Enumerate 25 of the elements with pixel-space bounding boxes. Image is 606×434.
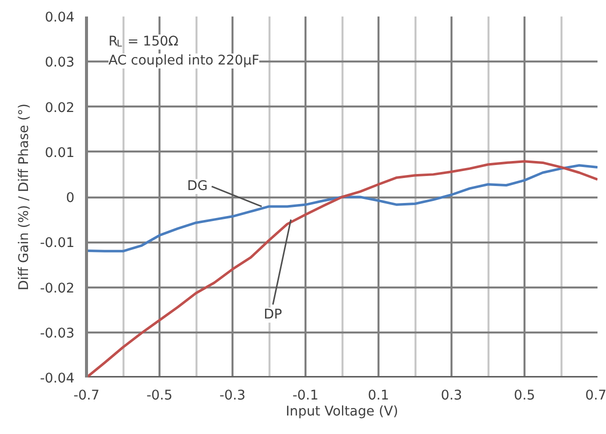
y-tick-label: 0.04 — [44, 10, 75, 26]
y-tick-label: -0.01 — [40, 236, 75, 252]
annotation: DG — [187, 178, 208, 194]
y-tick-label: 0 — [66, 191, 75, 206]
x-tick-label: 0.7 — [585, 388, 606, 404]
x-tick-label: -0.1 — [292, 388, 319, 404]
y-tick-label: 0.01 — [44, 146, 75, 161]
y-tick-label: -0.02 — [40, 281, 75, 296]
x-axis-title: Input Voltage (V) — [286, 404, 398, 420]
line-series — [86, 164, 598, 252]
y-tick-label: -0.04 — [40, 372, 75, 386]
annotation: RL = 150Ω — [108, 34, 178, 50]
x-tick-label: 0.1 — [368, 388, 390, 404]
x-tick-label: -0.7 — [73, 388, 100, 404]
x-tick-label: 0.3 — [440, 388, 462, 404]
y-tick-label: -0.03 — [40, 326, 75, 342]
annotation: DP — [264, 308, 282, 323]
y-tick-label: 0.03 — [44, 56, 75, 71]
y-axis-title: Diff Gain (%) / Diff Phase (°) — [17, 104, 32, 290]
line-series — [86, 160, 598, 378]
annotation: AC coupled into 220µF — [108, 54, 260, 68]
x-tick-label: -0.5 — [146, 388, 173, 404]
y-tick-label: 0.02 — [44, 100, 75, 116]
x-tick-label: 0.5 — [514, 388, 536, 404]
x-tick-label: -0.3 — [219, 388, 246, 404]
